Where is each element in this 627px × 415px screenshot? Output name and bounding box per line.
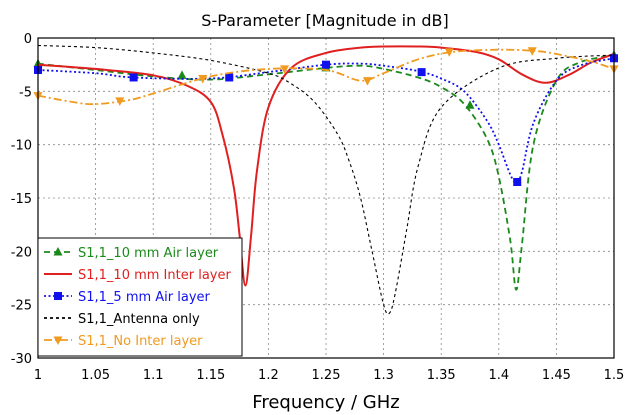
y-tick-label: -25 [11, 299, 32, 314]
square-marker [54, 292, 62, 300]
y-tick-label: -20 [11, 245, 32, 260]
x-tick-label: 1.4 [488, 368, 509, 383]
square-marker [417, 68, 426, 77]
inverted-triangle-marker [362, 77, 372, 86]
legend-label: S1,1_5 mm Air layer [78, 290, 211, 305]
series-3 [37, 44, 615, 315]
inverted-triangle-marker [444, 48, 454, 57]
inverted-triangle-marker [53, 336, 63, 345]
legend-label: S1,1_10 mm Air layer [78, 246, 219, 261]
x-tick-label: 1 [34, 368, 42, 383]
x-tick-label: 1.5 [604, 368, 625, 383]
x-tick-label: 1.05 [81, 368, 110, 383]
y-tick-label: -30 [11, 352, 32, 367]
triangle-marker [53, 247, 63, 256]
inverted-triangle-marker [115, 97, 125, 106]
x-tick-label: 1.3 [373, 368, 394, 383]
triangle-marker [177, 70, 187, 79]
legend-label: S1,1_Antenna only [78, 312, 200, 327]
series-line [37, 54, 615, 291]
legend-item: S1,1_Antenna only [44, 312, 200, 327]
square-marker [322, 60, 330, 69]
y-tick-label: -10 [11, 139, 32, 154]
legend: S1,1_10 mm Air layer S1,1_10 mm Inter lay… [37, 237, 243, 357]
square-marker [225, 73, 234, 82]
y-tick-labels: 0 -5 -10 -15 -20 -25 -30 [11, 32, 32, 367]
square-marker [513, 178, 522, 186]
x-tick-label: 1.35 [427, 368, 456, 383]
inverted-triangle-marker [198, 75, 208, 84]
x-tick-label: 1.25 [312, 368, 341, 383]
x-tick-label: 1.15 [196, 368, 225, 383]
x-tick-label: 1.2 [258, 368, 279, 383]
y-tick-label: -15 [11, 192, 32, 207]
series-4 [33, 47, 619, 106]
x-tick-label: 1.1 [143, 368, 164, 383]
series-line [37, 44, 615, 315]
y-tick-label: -5 [19, 85, 32, 100]
y-tick-label: 0 [24, 32, 32, 47]
x-tick-label: 1.45 [542, 368, 571, 383]
x-axis-label: Frequency / GHz [252, 392, 399, 413]
plot-frame [37, 37, 615, 359]
legend-item: S1,1_5 mm Air layer [44, 290, 211, 305]
inverted-triangle-marker [527, 47, 537, 56]
triangle-marker [465, 100, 475, 109]
x-tick-labels: 1 1.05 1.1 1.15 1.2 1.25 1.3 1.35 1.4 1.45 1.5 [34, 368, 624, 383]
legend-label: S1,1_No Inter layer [78, 334, 203, 349]
inverted-triangle-marker [280, 65, 290, 74]
legend-label: S1,1_10 mm Inter layer [78, 268, 231, 283]
legend-box [37, 237, 243, 357]
legend-item: S1,1_10 mm Air layer [44, 246, 219, 261]
series-line [37, 57, 615, 183]
legend-item: S1,1_No Inter layer [44, 334, 203, 349]
legend-item: S1,1_10 mm Inter layer [44, 268, 231, 283]
square-marker [129, 73, 138, 82]
chart-title: S-Parameter [Magnitude in dB] [201, 11, 448, 30]
